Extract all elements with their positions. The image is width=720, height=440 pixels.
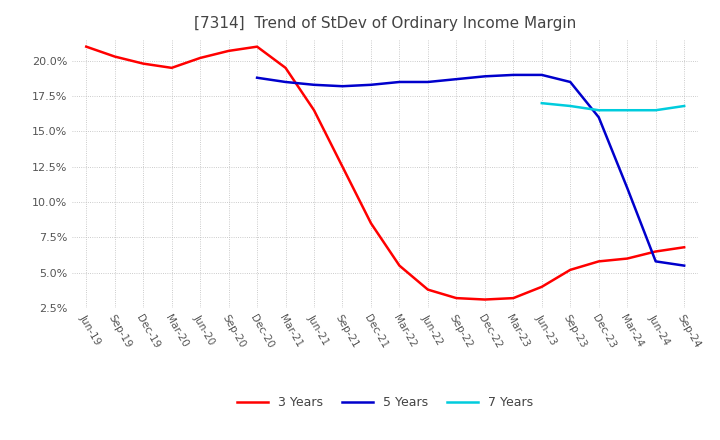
7 Years (566, 103, 575, 109)
5 Years (623, 185, 631, 191)
3 Years (595, 259, 603, 264)
3 Years (452, 296, 461, 301)
3 Years (623, 256, 631, 261)
3 Years (225, 48, 233, 54)
5 Years (253, 75, 261, 81)
3 Years (652, 249, 660, 254)
5 Years (423, 79, 432, 84)
Legend: 3 Years, 5 Years, 7 Years: 3 Years, 5 Years, 7 Years (232, 392, 539, 414)
5 Years (566, 79, 575, 84)
3 Years (566, 267, 575, 272)
3 Years (366, 220, 375, 226)
3 Years (680, 245, 688, 250)
5 Years (509, 72, 518, 77)
3 Years (167, 65, 176, 70)
7 Years (623, 108, 631, 113)
3 Years (310, 108, 318, 113)
3 Years (537, 284, 546, 290)
3 Years (139, 61, 148, 66)
7 Years (595, 108, 603, 113)
Line: 7 Years: 7 Years (541, 103, 684, 110)
5 Years (480, 73, 489, 79)
5 Years (652, 259, 660, 264)
Line: 5 Years: 5 Years (257, 75, 684, 266)
Title: [7314]  Trend of StDev of Ordinary Income Margin: [7314] Trend of StDev of Ordinary Income… (194, 16, 576, 32)
3 Years (196, 55, 204, 61)
5 Years (366, 82, 375, 88)
7 Years (652, 108, 660, 113)
5 Years (282, 79, 290, 84)
3 Years (338, 164, 347, 169)
3 Years (253, 44, 261, 49)
3 Years (395, 263, 404, 268)
7 Years (537, 100, 546, 106)
3 Years (480, 297, 489, 302)
Line: 3 Years: 3 Years (86, 47, 684, 300)
5 Years (537, 72, 546, 77)
5 Years (680, 263, 688, 268)
3 Years (110, 54, 119, 59)
3 Years (509, 296, 518, 301)
3 Years (423, 287, 432, 292)
3 Years (82, 44, 91, 49)
7 Years (680, 103, 688, 109)
5 Years (310, 82, 318, 88)
3 Years (282, 65, 290, 70)
5 Years (595, 115, 603, 120)
5 Years (452, 77, 461, 82)
5 Years (338, 84, 347, 89)
5 Years (395, 79, 404, 84)
